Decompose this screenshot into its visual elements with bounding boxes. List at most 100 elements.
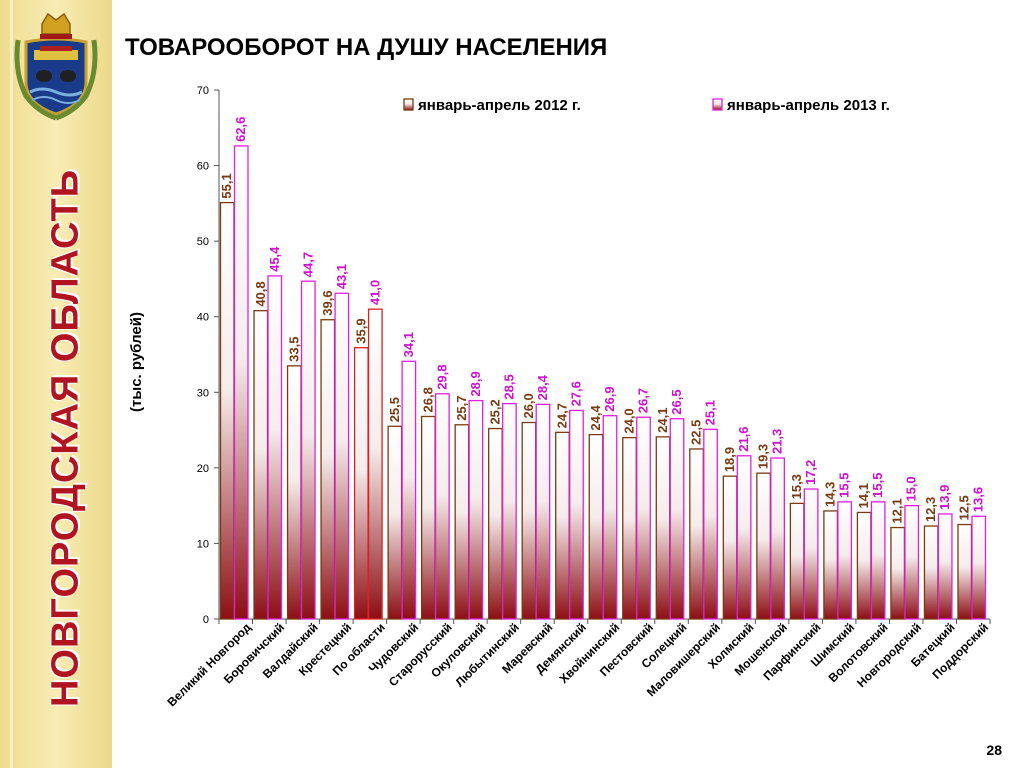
y-tick-label: 70 [197, 85, 209, 97]
bar-2013 [669, 418, 685, 620]
legend-swatch-2012 [403, 98, 414, 111]
bar-2012 [555, 431, 570, 620]
value-label: 15,5 [837, 473, 852, 498]
chart-legend: январь-апрель 2012 г. январь-апрель 2013 … [403, 97, 890, 114]
bar-2012 [286, 365, 302, 620]
bar-2012 [823, 510, 839, 620]
bar-2012 [756, 472, 771, 620]
value-label: 24,1 [655, 408, 670, 433]
bar-2013 [535, 403, 551, 620]
bar-2012 [722, 475, 738, 620]
bar-2013 [904, 504, 920, 620]
y-tick-label: 10 [197, 538, 209, 550]
chart-bars [219, 145, 987, 620]
value-label: 25,2 [487, 399, 502, 424]
value-label: 33,5 [286, 337, 301, 362]
value-label: 25,1 [703, 400, 718, 425]
value-label: 45,4 [267, 246, 282, 272]
value-label: 14,1 [856, 483, 871, 508]
value-label: 34,1 [401, 332, 416, 357]
value-label: 39,6 [320, 290, 335, 315]
value-label: 13,9 [937, 485, 952, 510]
bar-2013 [401, 360, 417, 620]
value-label: 29,8 [434, 364, 449, 389]
bar-2013 [602, 415, 618, 620]
value-label: 43,1 [334, 264, 349, 289]
bar-2012 [856, 511, 872, 620]
sidebar-stripe [10, 0, 13, 768]
y-tick-label: 40 [197, 312, 209, 324]
value-label: 15,0 [904, 476, 919, 501]
y-tick-label: 20 [197, 463, 209, 475]
value-label: 25,7 [454, 395, 469, 420]
bar-2013 [233, 145, 249, 620]
legend-swatch-2013 [712, 98, 723, 111]
bar-2012 [253, 310, 269, 620]
bar-2013 [367, 308, 383, 620]
bar-2012 [488, 427, 503, 620]
bar-2012 [420, 415, 436, 620]
bar-2012 [320, 319, 336, 620]
value-label: 22,5 [689, 420, 704, 445]
bar-2012 [655, 436, 671, 620]
value-label: 28,5 [501, 374, 516, 399]
value-label: 12,3 [923, 497, 938, 522]
bar-2012 [890, 526, 906, 620]
value-label: 19,3 [756, 444, 771, 469]
value-label: 41,0 [367, 280, 382, 305]
value-label: 28,4 [535, 374, 550, 400]
page-title: ТОВАРООБОРОТ НА ДУШУ НАСЕЛЕНИЯ [125, 34, 608, 61]
chart-value-labels: 55,1 62,6 40,8 45,4 33,5 44,7 39,643,1 35,9 41,0… [219, 117, 985, 524]
bar-2012 [219, 201, 235, 620]
chart-category-labels: Великий НовгородБоровичскийВалдайскийКре… [164, 620, 991, 709]
bar-2012 [454, 424, 470, 620]
y-tick-label: 0 [203, 614, 209, 626]
value-label: 26,5 [669, 389, 684, 414]
bar-2013 [300, 280, 316, 620]
value-label: 55,1 [219, 173, 234, 198]
bar-2013 [971, 515, 987, 620]
value-label: 28,9 [468, 371, 483, 396]
value-label: 14,3 [823, 482, 838, 507]
value-label: 24,7 [554, 403, 569, 428]
coat-of-arms-icon [14, 12, 98, 121]
bar-2013 [334, 292, 350, 620]
bar-2013 [770, 457, 785, 620]
bar-2012 [689, 448, 704, 620]
bar-2012 [923, 525, 939, 620]
value-label: 26,9 [602, 386, 617, 411]
value-label: 15,5 [870, 473, 885, 498]
bar-2013 [803, 488, 819, 620]
value-label: 26,7 [636, 388, 651, 413]
bar-2013 [870, 501, 886, 620]
bar-2012 [353, 347, 369, 620]
value-label: 24,4 [588, 405, 603, 431]
value-label: 21,6 [736, 426, 751, 451]
value-label: 12,1 [890, 498, 905, 523]
value-label: 35,9 [353, 318, 368, 343]
bar-2012 [521, 421, 537, 620]
value-label: 17,2 [803, 460, 818, 485]
value-label: 40,8 [253, 281, 268, 306]
bar-2013 [703, 428, 718, 620]
y-tick-label: 60 [197, 161, 209, 173]
bar-2012 [387, 425, 403, 620]
bar-2013 [636, 416, 651, 620]
value-label: 62,6 [233, 117, 248, 142]
y-tick-label: 30 [197, 387, 209, 399]
value-label: 26,0 [521, 393, 536, 418]
bar-2013 [937, 513, 953, 620]
value-label: 15,3 [789, 474, 804, 499]
legend-label-2013: январь-апрель 2013 г. [727, 97, 890, 114]
bar-2013 [837, 501, 853, 620]
value-label: 13,6 [971, 487, 986, 512]
page-number: 28 [986, 742, 1002, 758]
y-axis-label: (тыс. рублей) [128, 312, 145, 412]
bar-2012 [789, 502, 805, 620]
value-label: 18,9 [722, 447, 737, 472]
value-label: 44,7 [300, 252, 315, 277]
bar-2012 [622, 436, 637, 620]
sidebar: НОВГОРОДСКАЯ ОБЛАСТЬ [0, 0, 112, 768]
value-label: 25,5 [387, 397, 402, 422]
